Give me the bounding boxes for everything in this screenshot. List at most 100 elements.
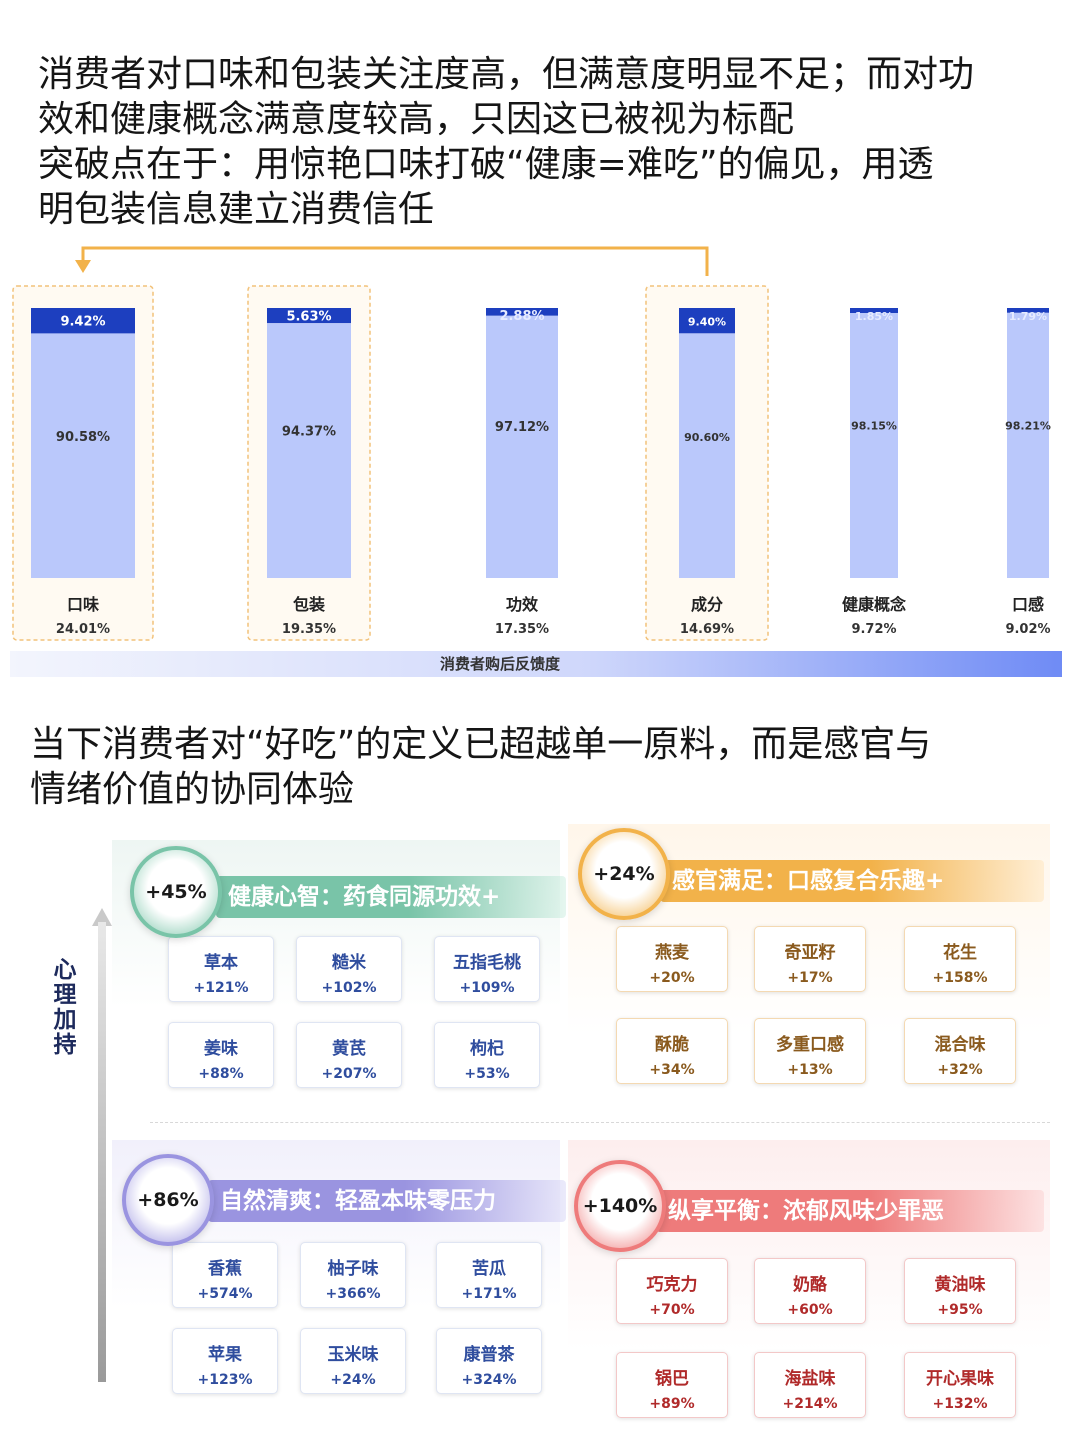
flavor-name: 巧克力 — [646, 1275, 698, 1295]
flavor-card: 糙米 +102% — [296, 936, 402, 1002]
category-share-label: 24.01% — [56, 622, 110, 637]
group-percent-badge: +24% — [578, 828, 670, 920]
flavor-name: 柚子味 — [327, 1259, 379, 1279]
flavor-name: 草本 — [204, 953, 238, 973]
flavor-card: 开心果味 +132% — [904, 1352, 1016, 1418]
flavor-growth: +214% — [782, 1396, 838, 1412]
group-percent-badge: +45% — [130, 846, 222, 938]
flavor-card: 花生 +158% — [904, 926, 1016, 992]
bar-data-label: 1.79% — [1009, 310, 1047, 323]
flavor-card: 多重口感 +13% — [754, 1018, 866, 1084]
bar-segment-satisfied — [679, 333, 735, 578]
flavor-name: 锅巴 — [655, 1369, 689, 1389]
flavor-name: 酥脆 — [655, 1035, 689, 1055]
flavor-card: 酥脆 +34% — [616, 1018, 728, 1084]
flavor-growth: +89% — [649, 1396, 695, 1412]
bar-segment-dissatisfied — [1007, 308, 1049, 313]
flavor-name: 开心果味 — [926, 1369, 994, 1389]
category-label: 口味 — [67, 595, 99, 614]
flavor-growth: +60% — [787, 1302, 833, 1318]
bar-data-label: 97.12% — [495, 420, 549, 435]
flavor-card: 草本 +121% — [168, 936, 274, 1002]
bar-data-label: 9.40% — [688, 316, 726, 329]
flavor-growth: +121% — [193, 980, 249, 996]
bar-data-label: 98.15% — [851, 420, 897, 433]
category-share-label: 17.35% — [495, 622, 549, 637]
flavor-card: 黄芪 +207% — [296, 1022, 402, 1088]
flavor-name: 苹果 — [208, 1345, 242, 1365]
section-divider — [150, 1122, 1050, 1123]
flavor-growth: +102% — [321, 980, 377, 996]
flavor-name: 花生 — [943, 943, 977, 963]
flavor-growth: +109% — [459, 980, 515, 996]
category-share-label: 14.69% — [680, 622, 734, 637]
bar-data-label: 98.21% — [1005, 420, 1051, 433]
vertical-axis-line — [98, 922, 106, 1382]
flavor-name: 混合味 — [934, 1035, 986, 1055]
bar-segment-dissatisfied — [850, 308, 898, 313]
flavor-card: 黄油味 +95% — [904, 1258, 1016, 1324]
flavor-name: 奶酪 — [793, 1275, 827, 1295]
flavor-card: 巧克力 +70% — [616, 1258, 728, 1324]
flavor-growth: +34% — [649, 1062, 695, 1078]
headline-bottom: 当下消费者对“好吃”的定义已超越单一原料，而是感官与 情绪价值的协同体验 — [30, 722, 1040, 812]
bar-data-label: 90.60% — [684, 431, 730, 444]
bar-segment-satisfied — [850, 312, 898, 578]
flavor-card: 奶酪 +60% — [754, 1258, 866, 1324]
bar-segment-satisfied — [31, 333, 135, 578]
flavor-growth: +207% — [321, 1066, 377, 1082]
flavor-growth: +70% — [649, 1302, 695, 1318]
flavor-name: 黄芪 — [332, 1039, 366, 1059]
flavor-card: 枸杞 +53% — [434, 1022, 540, 1088]
flavor-name: 五指毛桃 — [453, 953, 521, 973]
group-title-banner: 自然清爽：轻盈本味零压力 — [208, 1180, 566, 1222]
flavor-growth: +132% — [932, 1396, 988, 1412]
headline-top-line: 明包装信息建立消费信任 — [38, 189, 435, 230]
satisfaction-bar-chart: 9.42% 90.58% 口味 24.01% 5.63% 94.37% 包装 19.35% 2.… — [12, 246, 1051, 641]
group-percent-badge: +140% — [574, 1160, 666, 1252]
flavor-card: 海盐味 +214% — [754, 1352, 866, 1418]
flavor-card: 混合味 +32% — [904, 1018, 1016, 1084]
group-title-banner: 健康心智：药食同源功效+ — [216, 876, 566, 918]
flavor-card: 苹果 +123% — [172, 1328, 278, 1394]
flavor-growth: +366% — [325, 1286, 381, 1302]
headline-top: 消费者对口味和包装关注度高，但满意度明显不足；而对功 效和健康概念满意度较高，只… — [38, 52, 1048, 232]
category-label: 健康概念 — [842, 595, 907, 614]
bar-segment-dissatisfied — [31, 308, 135, 334]
axis-label: 心理加持 — [53, 957, 77, 1058]
flavor-card: 燕麦 +20% — [616, 926, 728, 992]
flavor-name: 多重口感 — [776, 1035, 844, 1055]
flavor-growth: +574% — [197, 1286, 253, 1302]
flavor-growth: +88% — [198, 1066, 244, 1082]
flavor-card: 香蕉 +574% — [172, 1242, 278, 1308]
category-label: 成分 — [691, 595, 723, 614]
x-axis-label: 消费者购后反馈度 — [439, 655, 560, 673]
category-share-label: 19.35% — [282, 622, 336, 637]
category-label: 功效 — [506, 595, 538, 614]
bar-data-label: 1.85% — [855, 310, 893, 323]
flavor-name: 康普茶 — [463, 1345, 515, 1365]
flavor-growth: +24% — [330, 1372, 376, 1388]
flavor-name: 燕麦 — [655, 943, 689, 963]
group-title-banner: 纵享平衡：浓郁风味少罪恶 — [656, 1190, 1044, 1232]
flavor-name: 玉米味 — [327, 1345, 379, 1365]
group-title-banner: 感官满足：口感复合乐趣+ — [660, 860, 1044, 902]
bar-segment-satisfied — [1007, 312, 1049, 578]
connector-arrow-icon — [75, 260, 91, 273]
flavor-name: 姜味 — [204, 1039, 238, 1059]
flavor-name: 香蕉 — [208, 1259, 242, 1279]
flavor-name: 糙米 — [332, 953, 366, 973]
flavor-growth: +20% — [649, 970, 695, 986]
headline-top-line: 效和健康概念满意度较高，只因这已被视为标配 — [38, 99, 795, 140]
bar-segment-dissatisfied — [267, 308, 351, 324]
headline-top-line: 突破点在于：用惊艳口味打破“健康=难吃”的偏见，用透 — [38, 144, 934, 185]
flavor-growth: +13% — [787, 1062, 833, 1078]
bar-data-label: 90.58% — [56, 430, 110, 445]
flavor-growth: +17% — [787, 970, 833, 986]
flavor-card: 康普茶 +324% — [436, 1328, 542, 1394]
bar-segment-dissatisfied — [679, 308, 735, 334]
category-share-label: 9.02% — [1005, 622, 1050, 637]
bar-data-label: 9.42% — [60, 315, 105, 330]
headline-bottom-line: 情绪价值的协同体验 — [30, 769, 355, 810]
flavor-card: 奇亚籽 +17% — [754, 926, 866, 992]
